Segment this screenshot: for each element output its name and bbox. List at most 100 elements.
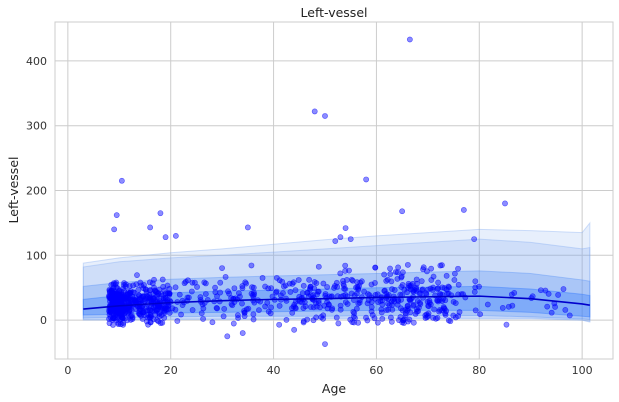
data-point — [334, 284, 341, 290]
data-point — [348, 276, 355, 283]
data-point — [560, 286, 567, 292]
data-point — [156, 309, 163, 316]
data-point — [437, 262, 444, 269]
data-point — [357, 279, 364, 286]
data-point — [368, 304, 375, 311]
data-points — [106, 36, 573, 347]
data-point — [337, 234, 344, 241]
y-tick-label: 300 — [26, 120, 47, 133]
data-point — [406, 36, 413, 43]
data-point — [202, 291, 209, 297]
data-point — [239, 330, 246, 336]
y-axis-label: Left-vessel — [6, 157, 21, 224]
plot-frame — [54, 21, 614, 360]
data-point — [544, 303, 551, 310]
data-point — [249, 284, 255, 291]
data-point — [214, 305, 221, 312]
data-point — [111, 226, 118, 233]
data-point — [311, 108, 318, 115]
data-point — [161, 310, 168, 316]
data-point — [424, 298, 431, 305]
data-point — [265, 308, 272, 315]
data-point — [363, 176, 370, 183]
data-point — [379, 315, 386, 322]
data-point — [436, 307, 443, 313]
data-point — [406, 316, 413, 323]
data-point — [151, 276, 157, 283]
band-p25-p75 — [82, 285, 591, 318]
data-point — [114, 314, 121, 321]
data-point — [436, 308, 442, 315]
data-point — [368, 281, 375, 288]
data-point — [439, 284, 446, 291]
data-point — [241, 309, 248, 316]
x-tick-label: 60 — [369, 364, 383, 377]
data-point — [439, 307, 446, 314]
data-point — [133, 281, 140, 288]
data-point — [499, 305, 506, 311]
data-point — [425, 313, 431, 319]
data-point — [194, 284, 200, 290]
data-point — [460, 207, 467, 213]
data-point — [396, 317, 402, 324]
data-point — [394, 269, 401, 276]
data-point — [287, 289, 294, 295]
data-point — [320, 280, 327, 287]
data-point — [320, 312, 327, 319]
data-point — [291, 326, 298, 333]
data-point — [235, 290, 242, 297]
data-point — [455, 281, 462, 288]
data-point — [430, 273, 437, 280]
data-point — [484, 301, 491, 308]
data-point — [301, 299, 308, 306]
data-point — [315, 300, 322, 306]
data-point — [138, 282, 145, 289]
data-point — [355, 319, 362, 326]
x-tick-label: 100 — [572, 364, 593, 377]
data-point — [278, 292, 284, 299]
data-point — [378, 309, 385, 316]
data-point — [250, 289, 257, 296]
median-line — [83, 295, 590, 310]
data-point — [383, 307, 390, 313]
data-point — [471, 236, 478, 243]
data-point — [231, 285, 238, 292]
data-point — [335, 320, 342, 327]
chart-title: Left-vessel — [301, 5, 368, 20]
data-point — [292, 287, 299, 294]
x-tick-label: 0 — [64, 364, 71, 377]
data-point — [342, 262, 349, 269]
data-point — [315, 288, 321, 295]
data-point — [179, 302, 186, 309]
data-point — [340, 278, 346, 284]
data-point — [502, 200, 508, 207]
data-point — [214, 293, 220, 300]
data-point — [472, 278, 479, 285]
data-point — [346, 267, 352, 274]
data-point — [332, 238, 339, 244]
data-point — [398, 274, 405, 281]
data-point — [410, 301, 417, 308]
data-point — [399, 269, 406, 276]
data-point — [342, 286, 349, 292]
data-point — [130, 282, 137, 289]
data-point — [364, 317, 371, 324]
data-point — [147, 319, 154, 326]
data-point — [149, 280, 156, 287]
data-point — [322, 113, 328, 119]
data-point — [418, 278, 425, 285]
data-point — [434, 315, 441, 321]
data-point — [229, 302, 236, 309]
data-point — [398, 296, 405, 303]
data-point — [385, 300, 391, 307]
data-point — [435, 279, 442, 286]
data-point — [268, 285, 275, 292]
data-point — [265, 285, 272, 292]
data-point — [442, 297, 449, 304]
data-point — [226, 290, 232, 297]
x-tick-labels: 0 20 40 60 80 100 — [64, 364, 592, 377]
data-point — [264, 299, 271, 306]
data-point — [455, 265, 461, 272]
